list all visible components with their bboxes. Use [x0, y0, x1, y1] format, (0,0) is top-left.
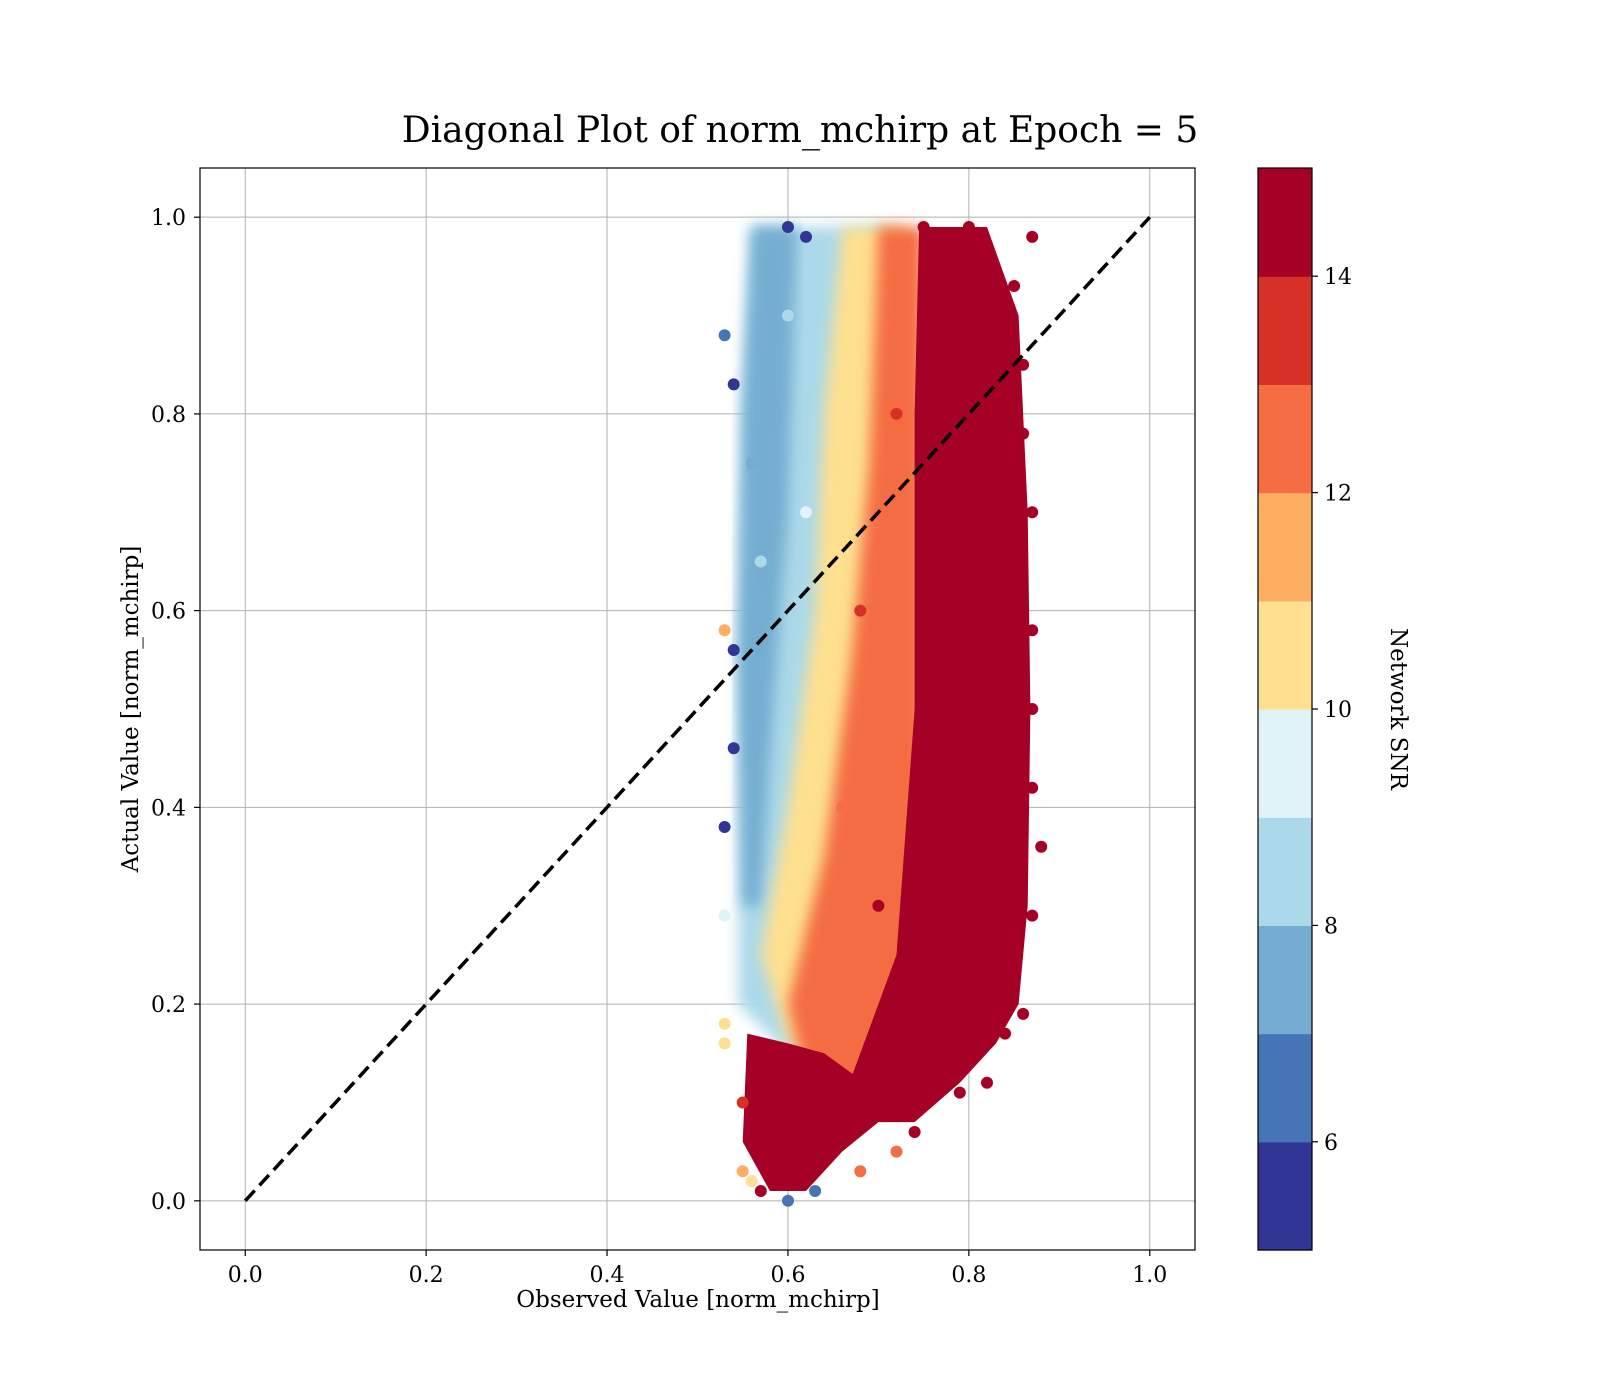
chart-title: Diagonal Plot of norm_mchirp at Epoch = … — [402, 110, 1199, 151]
scatter-point-8 — [727, 742, 740, 755]
scatter-point-32 — [953, 1086, 966, 1099]
scatter-point-23 — [1026, 506, 1039, 519]
scatter-point-39 — [754, 555, 767, 568]
scatter-point-7 — [718, 1037, 731, 1050]
scatter-point-25 — [1026, 703, 1039, 715]
scatter-point-51 — [999, 604, 1011, 617]
scatter-point-16 — [800, 230, 812, 243]
colorbar-tick-label-1: 8 — [1324, 914, 1338, 939]
scatter-point-18 — [962, 221, 975, 233]
scatter-point-28 — [1026, 909, 1039, 922]
x-tick-label-3: 0.6 — [770, 1263, 805, 1288]
colorbar — [1258, 168, 1312, 1251]
y-tick-label-2: 0.4 — [151, 796, 186, 821]
colorbar-segment-2 — [1258, 925, 1312, 1035]
colorbar-tick-label-3: 12 — [1324, 482, 1352, 507]
scatter-point-21 — [1017, 358, 1030, 371]
scatter-point-46 — [890, 407, 903, 420]
diagonal-reference-line — [243, 215, 1152, 1203]
colorbar-segment-6 — [1258, 492, 1312, 602]
y-tick-label-4: 0.8 — [151, 403, 186, 428]
scatter-point-5 — [718, 909, 731, 922]
y-tick-label-5: 1.0 — [151, 206, 186, 231]
colorbar-segment-1 — [1258, 1033, 1312, 1143]
scatter-point-14 — [809, 1185, 822, 1197]
cloud-band-dark-red-bottom — [742, 1033, 879, 1191]
scatter-point-22 — [1017, 427, 1030, 440]
scatter-point-3 — [727, 378, 740, 391]
scatter-point-19 — [1026, 230, 1039, 243]
cloud-band-orange — [788, 227, 924, 1113]
scatter-point-2 — [718, 329, 731, 342]
scatter-point-35 — [854, 1165, 867, 1178]
colorbar-segment-0 — [1258, 1141, 1312, 1251]
x-axis-ticks: 0.0 0.2 0.4 0.6 0.8 1.0 — [228, 1250, 1167, 1288]
scatter-point-48 — [944, 703, 957, 715]
cloud-band-dark-red — [842, 227, 1031, 1123]
y-axis-ticks: 0.0 0.2 0.4 0.6 0.8 1.0 — [151, 206, 200, 1215]
x-axis-label: Observed Value [norm_mchirp] — [516, 1287, 879, 1313]
colorbar-segment-5 — [1258, 600, 1312, 710]
scatter-point-40 — [782, 309, 794, 322]
scatter-point-0 — [718, 624, 731, 637]
scatter-point-47 — [908, 998, 921, 1011]
colorbar-tick-label-4: 14 — [1324, 265, 1352, 290]
scatter-point-50 — [981, 899, 993, 912]
scatter-point-11 — [745, 1175, 758, 1188]
scatter-point-34 — [890, 1145, 903, 1158]
scatter-points — [718, 221, 1048, 1207]
scatter-point-31 — [981, 1076, 993, 1089]
scatter-point-9 — [736, 1165, 749, 1178]
scatter-point-30 — [999, 1027, 1011, 1040]
scatter-point-12 — [754, 1185, 767, 1197]
colorbar-segment-3 — [1258, 817, 1312, 926]
scatter-point-26 — [1026, 781, 1039, 794]
cloud-band-blue — [738, 227, 797, 906]
scatter-point-27 — [1035, 840, 1048, 853]
scatter-point-44 — [854, 604, 867, 617]
scatter-point-45 — [872, 899, 885, 912]
x-tick-label-5: 1.0 — [1132, 1263, 1167, 1288]
scatter-point-43 — [836, 801, 849, 814]
scatter-point-1 — [727, 644, 740, 656]
scatter-point-41 — [800, 506, 812, 519]
colorbar-segment-4 — [1258, 709, 1312, 818]
colorbar-segment-9 — [1258, 168, 1312, 277]
x-tick-label-0: 0.0 — [228, 1263, 263, 1288]
colorbar-ticks: 6 8 10 12 14 — [1312, 265, 1352, 1156]
scatter-point-6 — [718, 1017, 731, 1030]
scatter-point-49 — [962, 506, 975, 519]
scatter-point-37 — [818, 1155, 831, 1168]
scatter-point-15 — [782, 221, 794, 233]
x-tick-label-4: 0.8 — [951, 1263, 986, 1288]
y-tick-label-0: 0.0 — [151, 1190, 186, 1215]
colorbar-segment-8 — [1258, 276, 1312, 385]
scatter-point-13 — [782, 1194, 794, 1207]
scatter-point-42 — [818, 703, 831, 715]
y-axis-label: Actual Value [norm_mchirp] — [118, 546, 144, 874]
y-tick-label-3: 0.6 — [151, 600, 186, 625]
x-tick-label-2: 0.4 — [590, 1263, 625, 1288]
scatter-point-29 — [1017, 1007, 1030, 1020]
colorbar-tick-label-2: 10 — [1324, 698, 1352, 723]
scatter-point-33 — [908, 1126, 921, 1138]
scatter-point-4 — [718, 821, 731, 833]
x-tick-label-1: 0.2 — [409, 1263, 444, 1288]
point-cloud — [738, 227, 1031, 1191]
colorbar-tick-label-0: 6 — [1324, 1131, 1338, 1156]
y-tick-label-1: 0.2 — [151, 993, 186, 1018]
colorbar-segment-7 — [1258, 384, 1312, 494]
scatter-point-17 — [917, 221, 930, 233]
colorbar-label: Network SNR — [1385, 628, 1411, 791]
scatter-point-38 — [745, 457, 758, 470]
scatter-point-10 — [736, 1096, 749, 1109]
scatter-point-24 — [1026, 624, 1039, 637]
scatter-point-36 — [827, 1135, 840, 1148]
scatter-point-20 — [1008, 280, 1021, 292]
plot-area-frame — [199, 167, 1196, 1251]
